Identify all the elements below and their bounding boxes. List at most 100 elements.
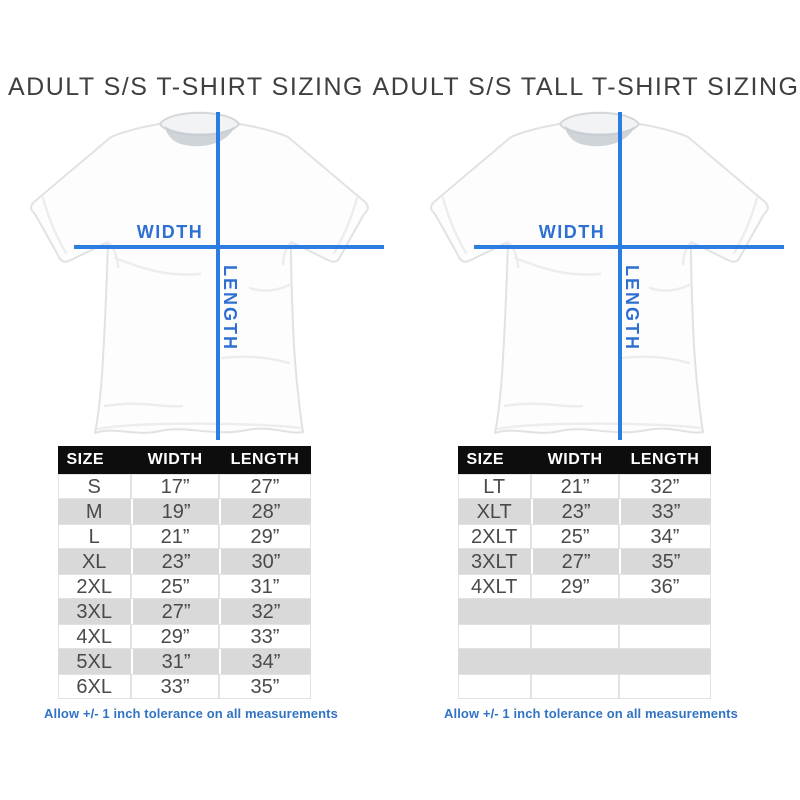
- table-header: SIZE WIDTH LENGTH: [57, 446, 311, 474]
- length-label: LENGTH: [622, 265, 642, 351]
- table-row-empty: [457, 674, 711, 699]
- size-cell: S: [57, 474, 131, 499]
- width-cell: 31”: [130, 649, 220, 674]
- length-cell: 27”: [219, 474, 311, 499]
- width-cell: 21”: [130, 524, 220, 549]
- size-cell: [457, 624, 531, 649]
- regular-panel-title: ADULT S/S T-SHIRT SIZING: [8, 73, 364, 101]
- width-column-header: WIDTH: [130, 446, 220, 474]
- size-column-header: SIZE: [57, 446, 131, 474]
- length-cell: [619, 674, 711, 699]
- tall-size-table: SIZE WIDTH LENGTH LT 21” 32” XLT 23” 33” 2XL…: [457, 446, 711, 699]
- width-cell: 25”: [130, 574, 220, 599]
- length-column-header: LENGTH: [219, 446, 311, 474]
- length-cell: 31”: [219, 574, 311, 599]
- width-cell: 27”: [130, 599, 220, 624]
- width-label: WIDTH: [137, 222, 203, 242]
- size-cell: 5XL: [57, 649, 131, 674]
- length-cell: 32”: [619, 474, 711, 499]
- length-column-header: LENGTH: [619, 446, 711, 474]
- size-cell: XLT: [457, 499, 531, 524]
- length-cell: [619, 599, 711, 624]
- width-cell: [530, 674, 620, 699]
- table-row: 3XLT 27” 35”: [457, 549, 711, 574]
- length-cell: 32”: [219, 599, 311, 624]
- width-cell: 17”: [130, 474, 220, 499]
- width-cell: 21”: [530, 474, 620, 499]
- table-row: 4XL 29” 33”: [57, 624, 311, 649]
- size-cell: 3XL: [57, 599, 131, 624]
- tshirt-wrinkles: [41, 196, 359, 431]
- size-cell: LT: [457, 474, 531, 499]
- size-cell: 4XLT: [457, 574, 531, 599]
- tolerance-note: Allow +/- 1 inch tolerance on all measur…: [44, 706, 338, 721]
- size-cell: 2XL: [57, 574, 131, 599]
- table-row-empty: [457, 649, 711, 674]
- table-row: S 17” 27”: [57, 474, 311, 499]
- size-cell: L: [57, 524, 131, 549]
- table-row: 5XL 31” 34”: [57, 649, 311, 674]
- length-cell: 34”: [619, 524, 711, 549]
- width-cell: 19”: [130, 499, 220, 524]
- width-cell: 29”: [130, 624, 220, 649]
- size-cell: 6XL: [57, 674, 131, 699]
- table-row: 2XLT 25” 34”: [457, 524, 711, 549]
- table-header: SIZE WIDTH LENGTH: [457, 446, 711, 474]
- width-cell: [530, 649, 620, 674]
- regular-tshirt-diagram: WIDTH LENGTH: [10, 106, 390, 444]
- length-cell: 29”: [219, 524, 311, 549]
- table-row: XL 23” 30”: [57, 549, 311, 574]
- size-cell: 4XL: [57, 624, 131, 649]
- tshirt-collar-shadow: [565, 126, 635, 147]
- length-cell: 33”: [619, 499, 711, 524]
- size-cell: M: [57, 499, 131, 524]
- length-cell: [619, 624, 711, 649]
- width-cell: 33”: [130, 674, 220, 699]
- table-row: L 21” 29”: [57, 524, 311, 549]
- width-cell: 29”: [530, 574, 620, 599]
- size-cell: 2XLT: [457, 524, 531, 549]
- regular-sizing-panel: ADULT S/S T-SHIRT SIZING WIDTH LENGTH: [0, 68, 400, 721]
- length-cell: 35”: [619, 549, 711, 574]
- length-cell: 35”: [219, 674, 311, 699]
- table-row: M 19” 28”: [57, 499, 311, 524]
- table-row-empty: [457, 599, 711, 624]
- table-row: 6XL 33” 35”: [57, 674, 311, 699]
- size-column-header: SIZE: [457, 446, 531, 474]
- tshirt-body: [430, 123, 769, 434]
- table-row: 2XL 25” 31”: [57, 574, 311, 599]
- width-label: WIDTH: [539, 222, 605, 242]
- table-row: LT 21” 32”: [457, 474, 711, 499]
- tolerance-note: Allow +/- 1 inch tolerance on all measur…: [444, 706, 738, 721]
- width-cell: 23”: [530, 499, 620, 524]
- table-row-empty: [457, 624, 711, 649]
- size-cell: XL: [57, 549, 131, 574]
- length-cell: 33”: [219, 624, 311, 649]
- size-cell: [457, 674, 531, 699]
- table-row: 4XLT 29” 36”: [457, 574, 711, 599]
- length-cell: [619, 649, 711, 674]
- length-cell: 28”: [219, 499, 311, 524]
- regular-table-block: SIZE WIDTH LENGTH S 17” 27” M 19” 28” L 21” 29…: [44, 446, 338, 721]
- sizing-infographic: ADULT S/S T-SHIRT SIZING WIDTH LENGTH: [0, 68, 800, 721]
- tshirt-wrinkles: [441, 196, 759, 431]
- length-cell: 34”: [219, 649, 311, 674]
- width-cell: 23”: [130, 549, 220, 574]
- size-cell: [457, 649, 531, 674]
- tall-panel-title: ADULT S/S TALL T-SHIRT SIZING: [372, 73, 800, 101]
- width-cell: [530, 624, 620, 649]
- regular-size-table: SIZE WIDTH LENGTH S 17” 27” M 19” 28” L 21” 29…: [57, 446, 311, 699]
- tshirt-illustration: WIDTH LENGTH: [30, 111, 384, 440]
- table-row: 3XL 27” 32”: [57, 599, 311, 624]
- size-cell: [457, 599, 531, 624]
- length-cell: 30”: [219, 549, 311, 574]
- length-cell: 36”: [619, 574, 711, 599]
- length-label: LENGTH: [220, 265, 240, 351]
- width-cell: 27”: [530, 549, 620, 574]
- tshirt-body: [30, 123, 369, 434]
- width-cell: [530, 599, 620, 624]
- table-row: XLT 23” 33”: [457, 499, 711, 524]
- tall-tshirt-diagram: WIDTH LENGTH: [410, 106, 790, 444]
- size-cell: 3XLT: [457, 549, 531, 574]
- width-cell: 25”: [530, 524, 620, 549]
